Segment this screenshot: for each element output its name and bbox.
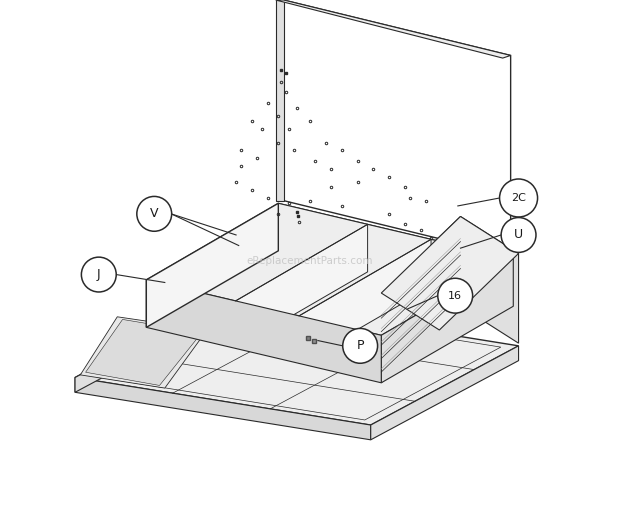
Polygon shape: [86, 319, 202, 385]
Text: 16: 16: [448, 291, 462, 300]
Polygon shape: [75, 298, 518, 425]
Polygon shape: [236, 224, 368, 348]
Circle shape: [137, 196, 172, 231]
Polygon shape: [146, 203, 513, 335]
Polygon shape: [276, 0, 283, 201]
Polygon shape: [75, 378, 371, 440]
Polygon shape: [146, 203, 278, 327]
Polygon shape: [75, 298, 223, 392]
Polygon shape: [283, 0, 511, 256]
Polygon shape: [81, 317, 207, 388]
Polygon shape: [276, 0, 511, 58]
Polygon shape: [146, 280, 381, 383]
Text: U: U: [514, 229, 523, 241]
Text: V: V: [150, 208, 159, 220]
Polygon shape: [381, 216, 461, 383]
Circle shape: [81, 257, 116, 292]
Polygon shape: [371, 346, 518, 440]
Text: J: J: [97, 268, 100, 281]
Circle shape: [438, 278, 472, 313]
Polygon shape: [381, 259, 513, 383]
Polygon shape: [299, 239, 431, 363]
Polygon shape: [278, 203, 513, 306]
Circle shape: [500, 179, 538, 217]
Circle shape: [343, 328, 378, 363]
Polygon shape: [461, 216, 518, 343]
Polygon shape: [381, 216, 518, 330]
Text: eReplacementParts.com: eReplacementParts.com: [247, 257, 373, 266]
Circle shape: [501, 218, 536, 252]
Text: 2C: 2C: [511, 193, 526, 203]
Text: P: P: [356, 340, 364, 352]
